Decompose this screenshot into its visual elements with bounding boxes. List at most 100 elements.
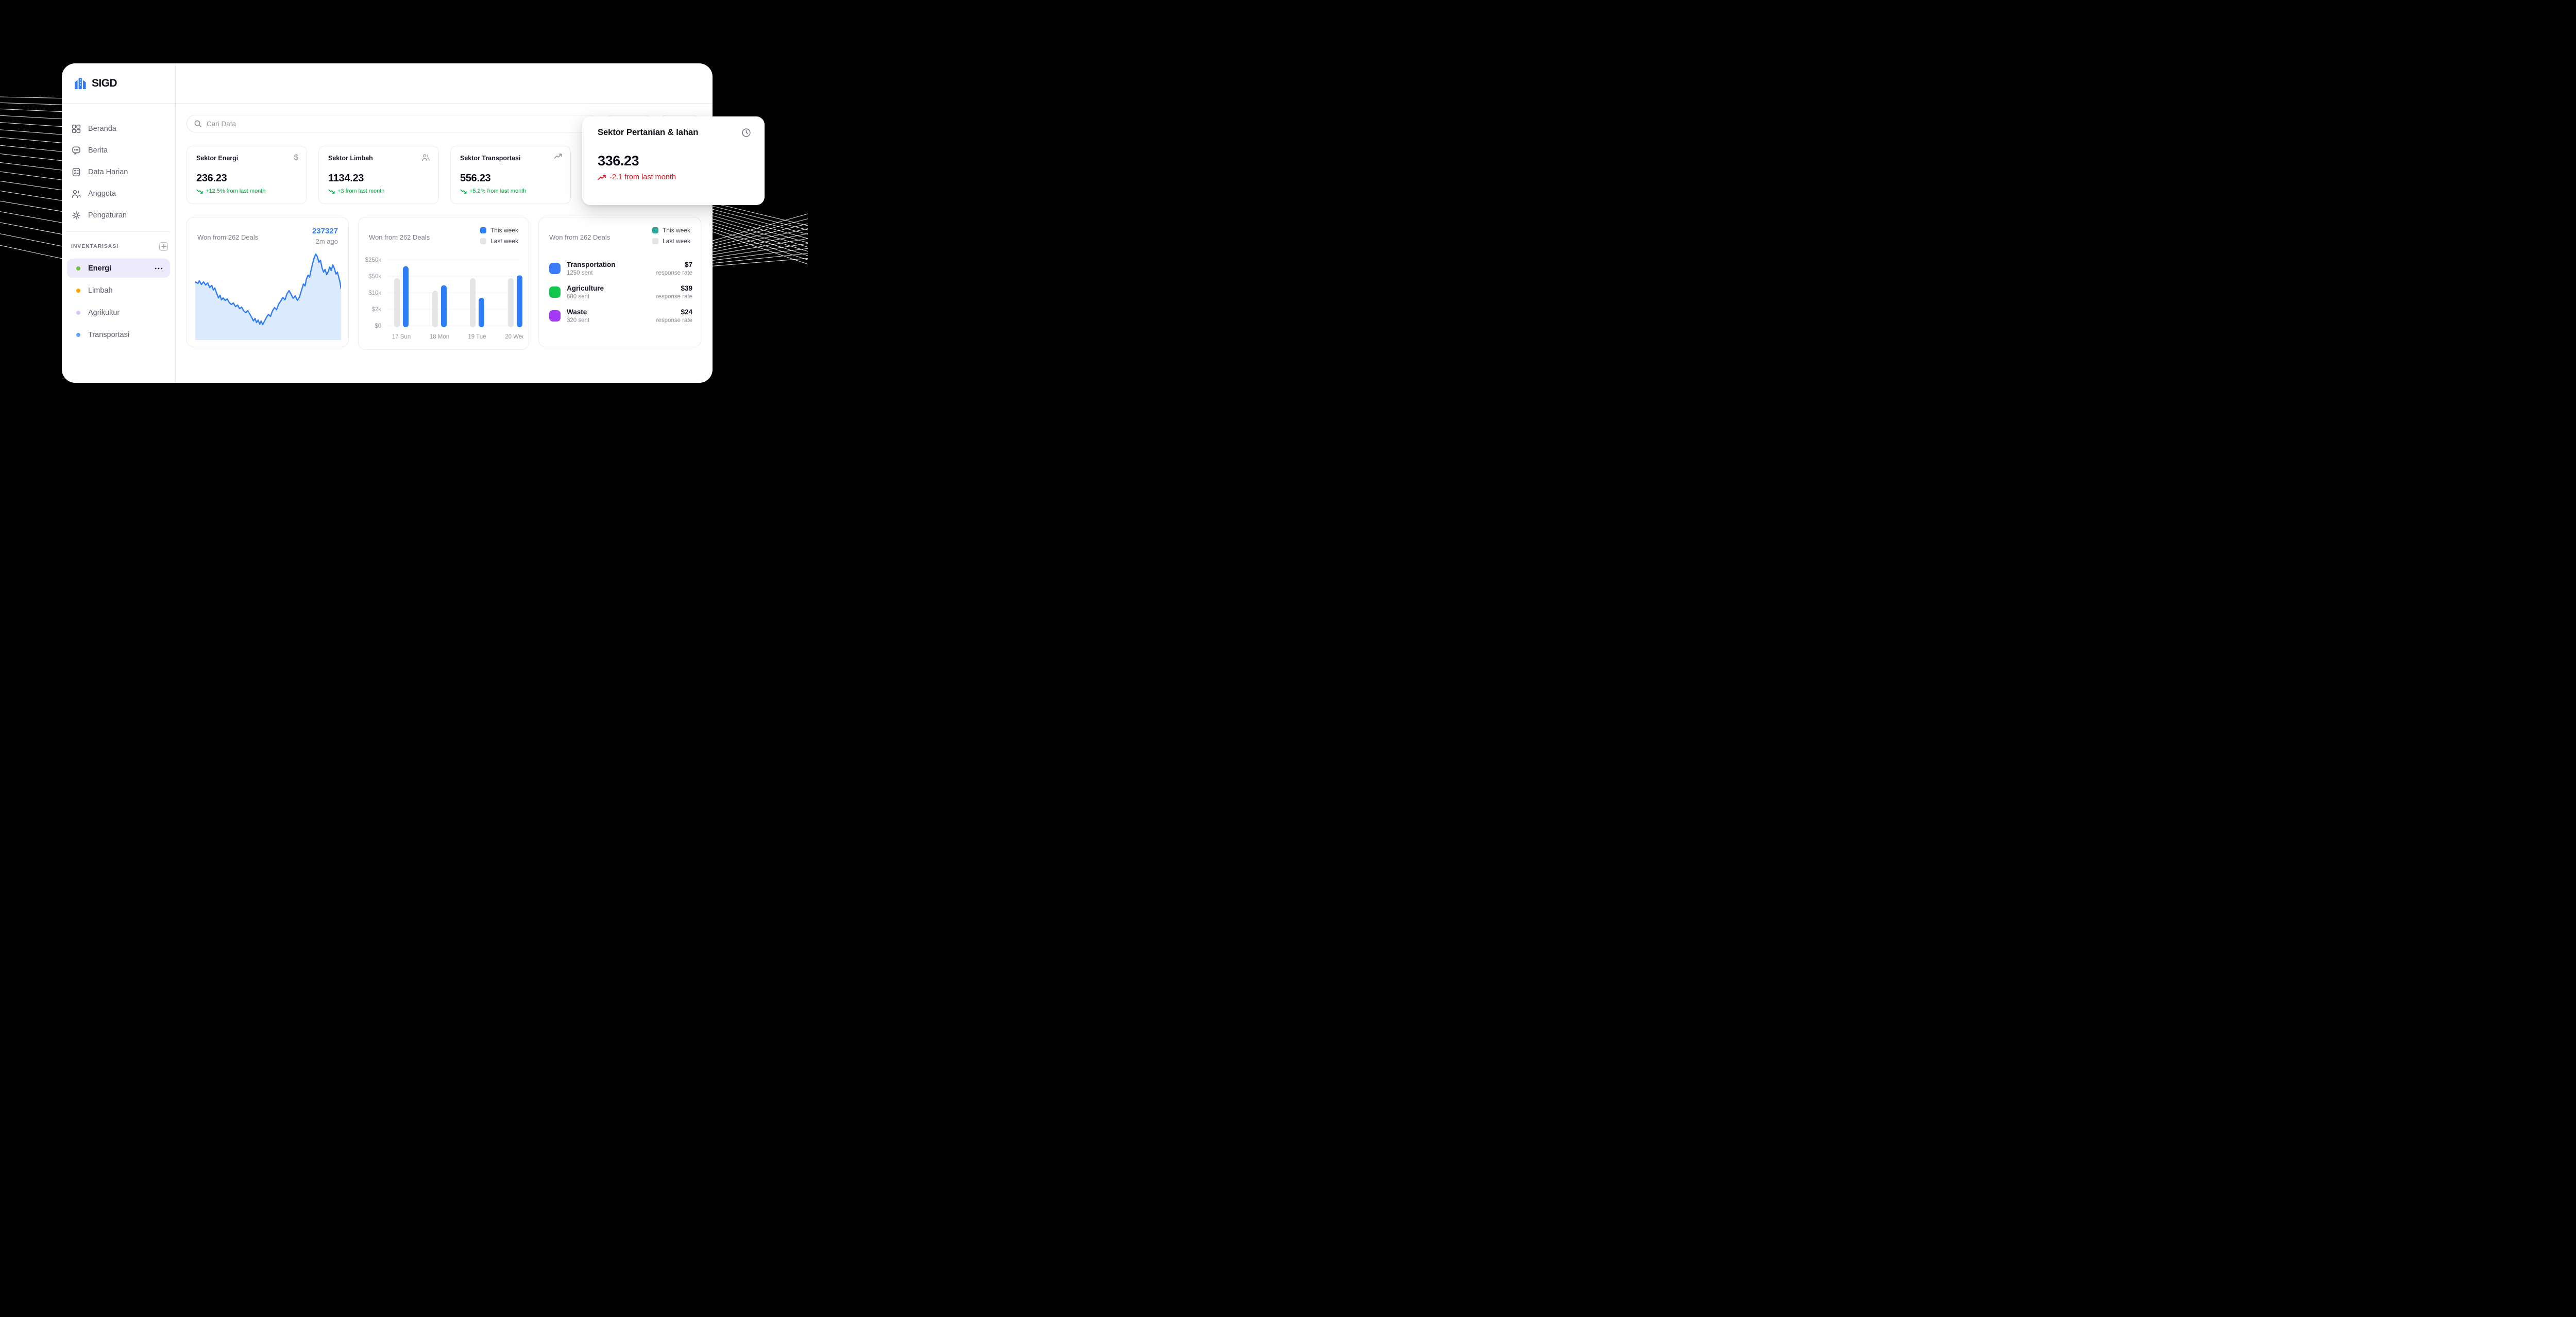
- inventory-item-agrikultur[interactable]: Agrikultur: [67, 303, 170, 322]
- inventory-item-label: Limbah: [88, 286, 113, 295]
- sidebar-item-pengaturan[interactable]: Pengaturan: [67, 205, 170, 226]
- stat-card-value: 236.23: [196, 173, 227, 184]
- svg-text:$250k: $250k: [365, 257, 382, 263]
- grid-icon: [72, 124, 81, 133]
- inventory-item-transportasi[interactable]: Transportasi: [67, 325, 170, 344]
- app-logo: SIGD: [62, 63, 176, 103]
- svg-text:17 Sun: 17 Sun: [392, 334, 411, 340]
- sidebar-item-label: Data Harian: [88, 168, 128, 176]
- inventory-section-title: INVENTARISASI: [71, 243, 119, 249]
- clock-icon: [742, 128, 751, 137]
- header-divider: [62, 103, 713, 104]
- legend-swatch: [652, 227, 658, 233]
- sidebar-item-label: Anggota: [88, 190, 116, 198]
- stat-card-value: 1134.23: [328, 173, 364, 184]
- chart-title: Won from 262 Deals: [549, 233, 611, 241]
- limbah-dot: [76, 288, 80, 293]
- stat-card-title: Sektor Limbah: [328, 155, 373, 162]
- list-item-waste: Waste 320 sent $24 response rate: [549, 304, 692, 328]
- trend-down-icon: [328, 189, 335, 194]
- response-card-legend: This week Last week: [652, 227, 690, 245]
- trend-down-icon: [196, 189, 203, 194]
- stat-card-trend: +5.2% from last month: [460, 188, 561, 194]
- legend-last-week: Last week: [652, 238, 690, 245]
- legend-swatch: [480, 227, 486, 233]
- stat-card-trend: +3 from last month: [328, 188, 429, 194]
- deals-line-chart-card: Won from 262 Deals 237327 2m ago: [187, 217, 349, 347]
- stat-card-title: Sektor Transportasi: [460, 155, 521, 162]
- svg-text:20 Wed: 20 Wed: [505, 334, 523, 340]
- overlay-card-title: Sektor Pertanian & lahan: [598, 128, 699, 137]
- chart-title: Won from 262 Deals: [369, 233, 430, 241]
- users-icon: [421, 153, 430, 162]
- chart-title: Won from 262 Deals: [197, 233, 259, 241]
- inventory-list: Energi Limbah Agrikultur Transportasi: [67, 259, 170, 344]
- ellipsis-icon[interactable]: [155, 267, 163, 269]
- overlay-card-pertanian: Sektor Pertanian & lahan 336.23 -2.1 fro…: [582, 116, 765, 205]
- gear-icon: [72, 211, 80, 220]
- sidebar-item-data-harian[interactable]: Data Harian: [67, 161, 170, 183]
- stat-card-energi: Sektor Energi $ 236.23 +12.5% from last …: [187, 146, 307, 204]
- list-item-transportation: Transportation 1250 sent $7 response rat…: [549, 257, 692, 280]
- bar-chart: $250k $50k $10k $2k $0 17 Sun 18 Mon 19 Tue 20 W…: [365, 257, 523, 340]
- search-input[interactable]: [207, 120, 597, 128]
- stat-card-transportasi: Sektor Transportasi 556.23 +5.2% from la…: [450, 146, 571, 204]
- main-content: Sektor Energi $ 236.23 +12.5% from last …: [176, 104, 713, 383]
- sidebar-item-beranda[interactable]: Beranda: [67, 118, 170, 140]
- logo-city-icon: [75, 78, 86, 89]
- trend-down-icon: [460, 189, 467, 194]
- inventory-item-label: Energi: [88, 264, 112, 273]
- response-rows: Transportation 1250 sent $7 response rat…: [549, 257, 692, 328]
- legend-this-week: This week: [480, 227, 518, 234]
- stat-card-value: 556.23: [460, 173, 491, 184]
- sidebar-item-berita[interactable]: Berita: [67, 140, 170, 161]
- stat-card-title: Sektor Energi: [196, 155, 239, 162]
- svg-text:19 Tue: 19 Tue: [468, 334, 486, 340]
- legend-swatch: [480, 238, 486, 244]
- bar-chart-legend: This week Last week: [480, 227, 518, 245]
- legend-last-week: Last week: [480, 238, 518, 245]
- dollar-icon: $: [294, 153, 298, 162]
- stat-cards-row: Sektor Energi $ 236.23 +12.5% from last …: [187, 146, 571, 204]
- sidebar-item-label: Beranda: [88, 125, 116, 133]
- chart-time-label: 2m ago: [315, 238, 338, 245]
- dashboard-window: SIGD Beranda Berita Data Haria: [62, 63, 713, 383]
- inventory-item-limbah[interactable]: Limbah: [67, 281, 170, 300]
- svg-text:$2k: $2k: [371, 307, 381, 313]
- line-chart: [195, 253, 341, 340]
- overlay-card-trend: -2.1 from last month: [598, 173, 751, 181]
- checklist-icon: [72, 167, 80, 177]
- trend-up-icon: [598, 175, 606, 180]
- deals-bar-chart-card: Won from 262 Deals This week Last week $…: [358, 217, 529, 350]
- transportasi-dot: [76, 332, 80, 337]
- agrikultur-dot: [76, 310, 80, 315]
- agriculture-icon: [549, 286, 561, 298]
- users-icon: [72, 190, 81, 198]
- chat-icon: [72, 146, 80, 155]
- stat-card-trend: +12.5% from last month: [196, 188, 297, 194]
- app-title: SIGD: [92, 77, 117, 89]
- response-rate-card: Won from 262 Deals This week Last week: [538, 217, 701, 347]
- legend-this-week: This week: [652, 227, 690, 234]
- transportation-icon: [549, 263, 561, 274]
- sidebar-item-anggota[interactable]: Anggota: [67, 183, 170, 205]
- plus-icon: [161, 244, 166, 249]
- trend-up-icon: [554, 153, 562, 159]
- sidebar-divider: [67, 231, 170, 232]
- legend-swatch: [652, 238, 658, 244]
- search-bar[interactable]: [187, 115, 598, 132]
- energi-dot: [76, 266, 80, 271]
- sidebar: Beranda Berita Data Harian: [62, 104, 176, 383]
- chart-current-value: 237327: [312, 227, 338, 235]
- svg-text:$0: $0: [375, 323, 381, 329]
- waste-icon: [549, 310, 561, 322]
- sidebar-item-label: Pengaturan: [88, 211, 127, 220]
- sidebar-item-label: Berita: [88, 146, 108, 155]
- inventory-item-label: Transportasi: [88, 330, 130, 339]
- add-inventory-button[interactable]: [159, 242, 168, 251]
- inventory-item-energi[interactable]: Energi: [67, 259, 170, 278]
- stat-card-limbah: Sektor Limbah 1134.23 +3 from last month: [318, 146, 439, 204]
- svg-text:$10k: $10k: [368, 290, 381, 296]
- svg-text:18 Mon: 18 Mon: [430, 334, 449, 340]
- overlay-card-value: 336.23: [598, 153, 639, 168]
